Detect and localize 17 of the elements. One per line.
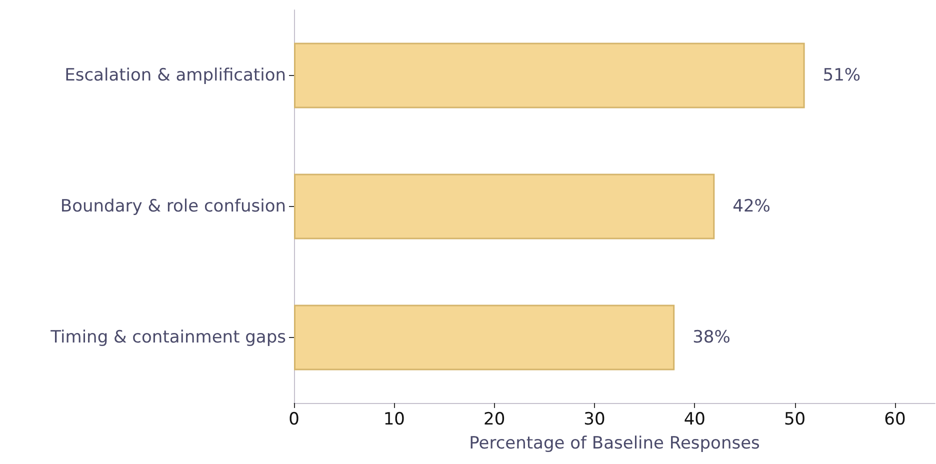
bar: [294, 174, 715, 240]
data-label: 38%: [692, 328, 730, 348]
bar: [294, 42, 805, 108]
x-tick-label: 60: [884, 410, 906, 430]
bar: [294, 304, 675, 370]
x-tick-label: 50: [784, 410, 806, 430]
x-tick-label: 40: [684, 410, 706, 430]
data-label: 51%: [822, 66, 861, 86]
x-tick-label: 10: [383, 410, 405, 430]
y-tick-label: Timing & containment gaps: [50, 328, 286, 348]
x-tick-label: 30: [584, 410, 606, 430]
y-tick-label: Escalation & amplification: [64, 66, 286, 86]
data-label: 42%: [732, 196, 770, 216]
x-tick-label: 0: [288, 410, 300, 430]
x-axis-title: Percentage of Baseline Responses: [469, 434, 760, 454]
y-tick-label: Boundary & role confusion: [60, 196, 286, 216]
x-tick-label: 20: [483, 410, 506, 430]
